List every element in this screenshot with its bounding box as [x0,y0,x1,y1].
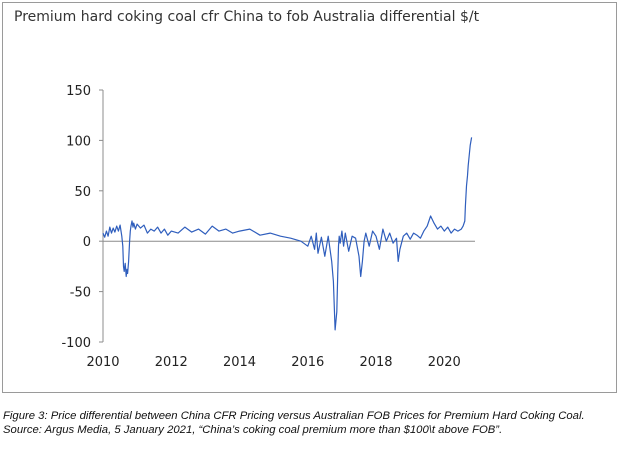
x-tick-label: 2010 [86,355,119,370]
chart-title: Premium hard coking coal cfr China to fo… [14,9,480,25]
series-line [102,137,473,331]
chart-frame [2,2,617,393]
x-tick-label: 2016 [291,355,324,370]
y-tick-label: 50 [74,185,91,200]
y-tick-label: 100 [66,134,91,149]
x-tick-label: 2014 [223,355,256,370]
x-tick-label: 2012 [155,355,188,370]
y-tick-label: 150 [66,84,91,99]
y-tick-label: -50 [70,286,91,301]
x-tick-label: 2018 [359,355,392,370]
y-tick-label: -100 [61,336,91,351]
figure-caption: Figure 3: Price differential between Chi… [3,410,585,436]
y-tick-label: 0 [83,235,91,250]
x-tick-label: 2020 [428,355,461,370]
